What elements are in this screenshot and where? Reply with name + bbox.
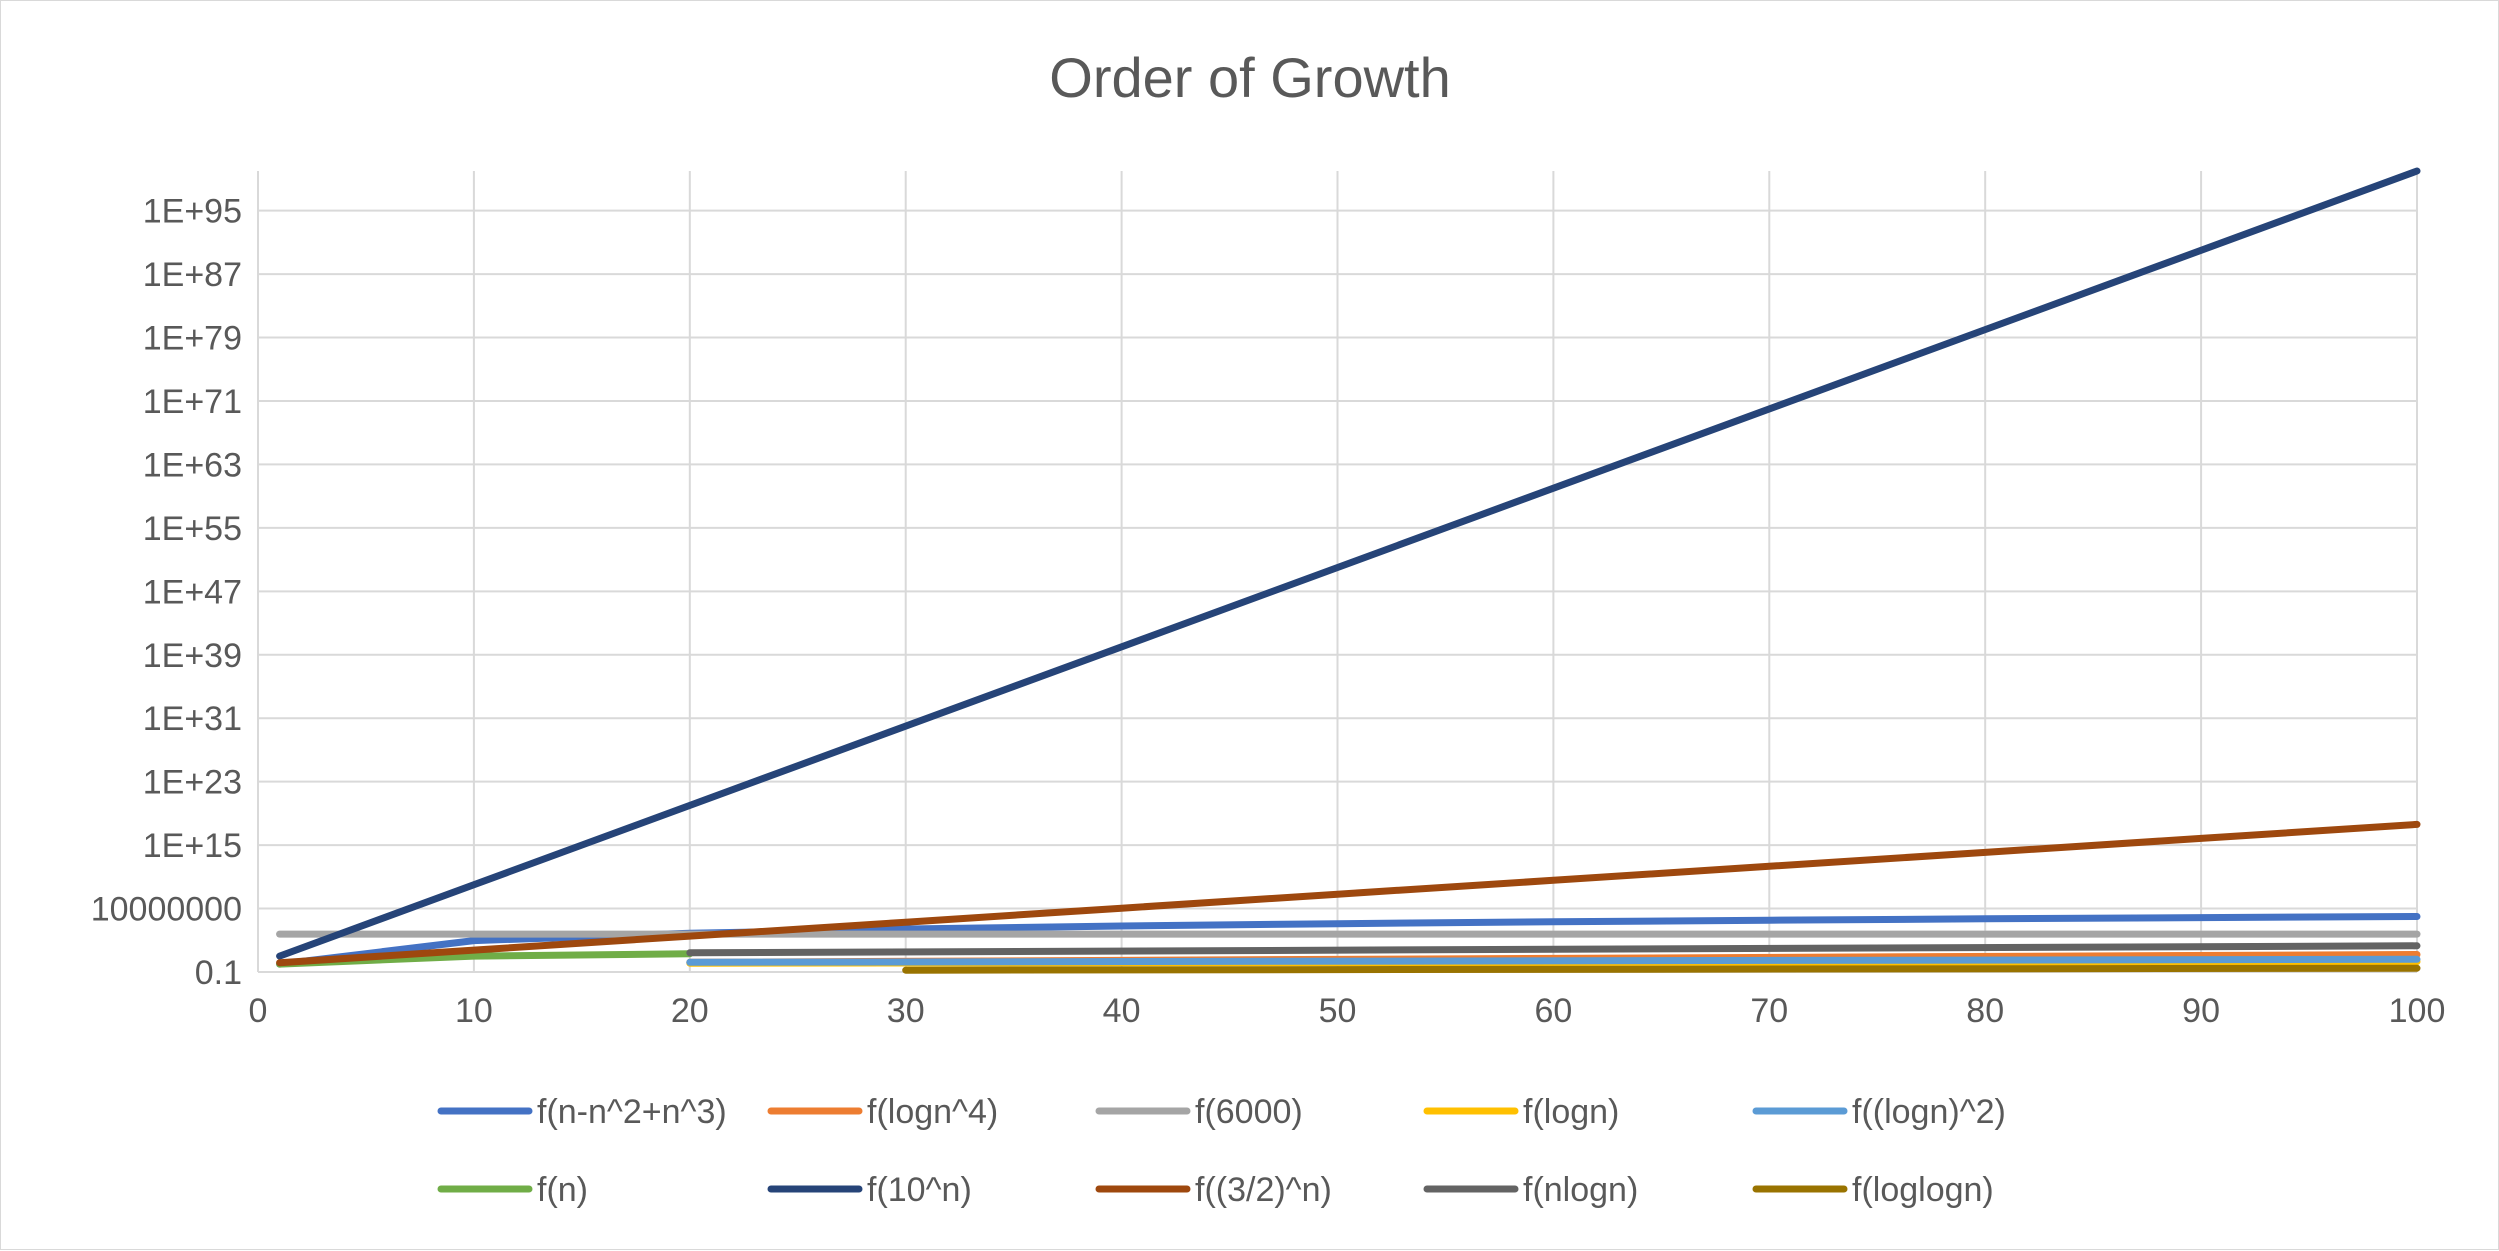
x-tick-label: 10 [455,992,493,1030]
legend: f(n-n^2+n^3) f(logn^4) f(6000) f(logn) f((lo… [437,1093,2006,1209]
x-tick-label: 40 [1103,992,1141,1030]
legend-label: f(n-n^2+n^3) [537,1093,727,1131]
legend-label: f(logn) [1523,1093,1619,1131]
series-line-7 [276,820,2421,967]
x-tick-label: 100 [2389,992,2446,1030]
x-tick-label: 80 [1966,992,2004,1030]
plot-area [276,167,2421,974]
legend-item-7: f((3/2)^n) [1095,1171,1332,1209]
legend-item-8: f(nlogn) [1423,1171,1638,1209]
legend-label: f(6000) [1195,1093,1303,1131]
y-tick-label: 1E+95 [143,193,242,231]
legend-item-2: f(6000) [1095,1093,1303,1131]
legend-item-1: f(logn^4) [767,1093,998,1131]
axis-ticks: 0.1 10000000 1E+15 1E+23 1E+31 1E+39 1E+47 1E+5… [91,193,2446,1030]
legend-label: f(nlogn) [1523,1171,1638,1209]
chart-title: Order of Growth [1049,46,1450,109]
x-tick-label: 20 [671,992,709,1030]
legend-label: f(10^n) [867,1171,972,1209]
y-tick-label: 1E+39 [143,637,242,675]
y-tick-label: 1E+79 [143,320,242,358]
legend-label: f((logn)^2) [1852,1093,2006,1131]
x-tick-label: 30 [887,992,925,1030]
y-tick-label: 1E+15 [143,827,242,865]
y-tick-label: 10000000 [91,891,242,929]
legend-label: f((3/2)^n) [1195,1171,1332,1209]
legend-item-5: f(n) [437,1171,588,1209]
x-tick-label: 90 [2182,992,2220,1030]
legend-item-0: f(n-n^2+n^3) [437,1093,727,1131]
y-tick-label: 1E+47 [143,573,242,611]
x-tick-label: 50 [1319,992,1357,1030]
series-line-6 [276,167,2421,960]
legend-item-6: f(10^n) [767,1171,972,1209]
series-line-4 [686,955,2421,966]
legend-item-3: f(logn) [1423,1093,1619,1131]
y-tick-label: 1E+87 [143,256,242,294]
y-tick-label: 1E+71 [143,383,242,421]
legend-label: f(logn^4) [867,1093,998,1131]
legend-label: f(n) [537,1171,588,1209]
legend-label: f(loglogn) [1852,1171,1994,1209]
legend-item-4: f((logn)^2) [1752,1093,2006,1131]
x-tick-label: 70 [1750,992,1788,1030]
x-tick-label: 60 [1534,992,1572,1030]
y-tick-label: 1E+31 [143,700,242,738]
y-tick-label: 1E+23 [143,764,242,802]
series-line-8 [686,942,2421,957]
legend-item-9: f(loglogn) [1752,1171,1994,1209]
x-tick-label: 0 [249,992,268,1030]
y-tick-label: 0.1 [195,954,242,992]
y-tick-label: 1E+55 [143,510,242,548]
series-line-9 [902,964,2421,974]
y-tick-label: 1E+63 [143,446,242,484]
